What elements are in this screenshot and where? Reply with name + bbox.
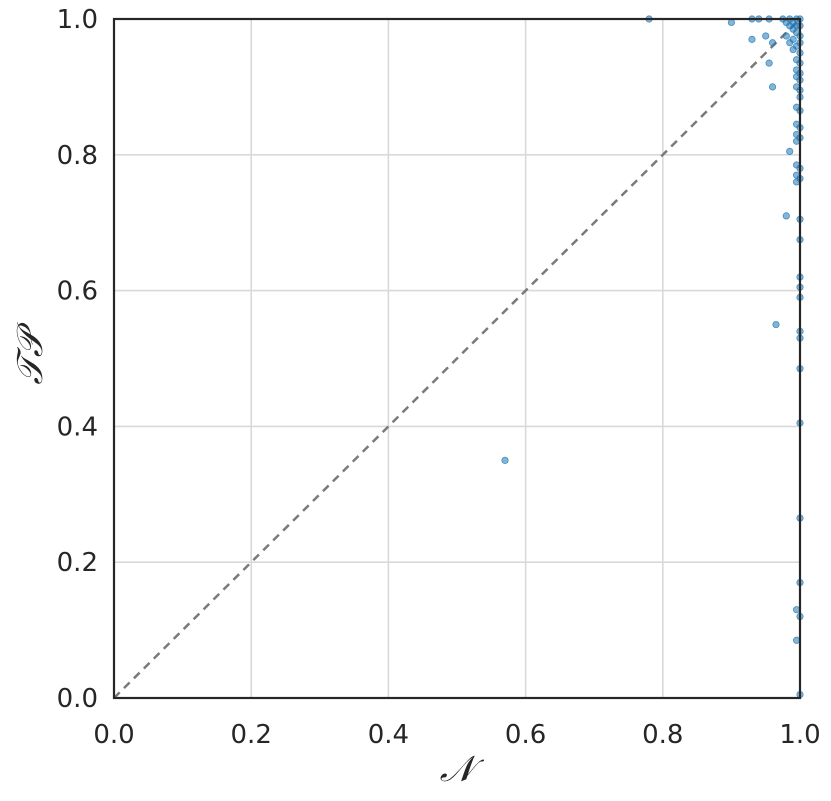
x-tick-label: 0.0 [93, 720, 134, 750]
scatter-point [501, 456, 509, 464]
reference-diagonal-line [113, 18, 801, 699]
scatter-point [782, 32, 790, 40]
scatter-point [765, 59, 773, 67]
scatter-point [772, 320, 780, 329]
scatter-point [786, 39, 794, 47]
grid-lines [113, 18, 801, 699]
scatter-point [748, 35, 756, 43]
y-tick-label: 1.0 [57, 5, 98, 35]
x-tick-label: 0.4 [368, 720, 409, 750]
scatter-point [786, 147, 794, 156]
y-tick-label: 0.8 [57, 141, 98, 171]
x-tick-label: 0.2 [231, 720, 272, 750]
scatter-point [762, 32, 770, 40]
y-tick-label: 0.4 [57, 412, 98, 442]
y-tick-label: 0.6 [57, 277, 98, 307]
x-tick-label: 0.8 [642, 720, 683, 750]
y-tick-labels: 0.0 0.2 0.4 0.6 0.8 1.0 [57, 5, 98, 714]
scatter-point [792, 137, 801, 145]
x-tick-label: 0.6 [505, 720, 546, 750]
y-tick-label: 0.0 [57, 684, 98, 714]
scatter-point [782, 212, 790, 220]
scatter-point [768, 83, 777, 91]
x-axis-label: 𝒩 [440, 749, 485, 790]
scatter-point [792, 178, 801, 186]
x-tick-labels: 0.0 0.2 0.4 0.6 0.8 1.0 [93, 720, 820, 750]
plot-frame [112, 17, 802, 700]
y-axis-label: 𝒯𝒫 [10, 321, 51, 385]
scatter-point [792, 636, 801, 644]
scatter-point [792, 606, 801, 614]
scatter-point [727, 18, 736, 26]
x-tick-label: 1.0 [779, 720, 820, 750]
scatter-point [789, 45, 797, 54]
y-tick-label: 0.2 [57, 548, 98, 578]
scatter-point [768, 39, 777, 47]
